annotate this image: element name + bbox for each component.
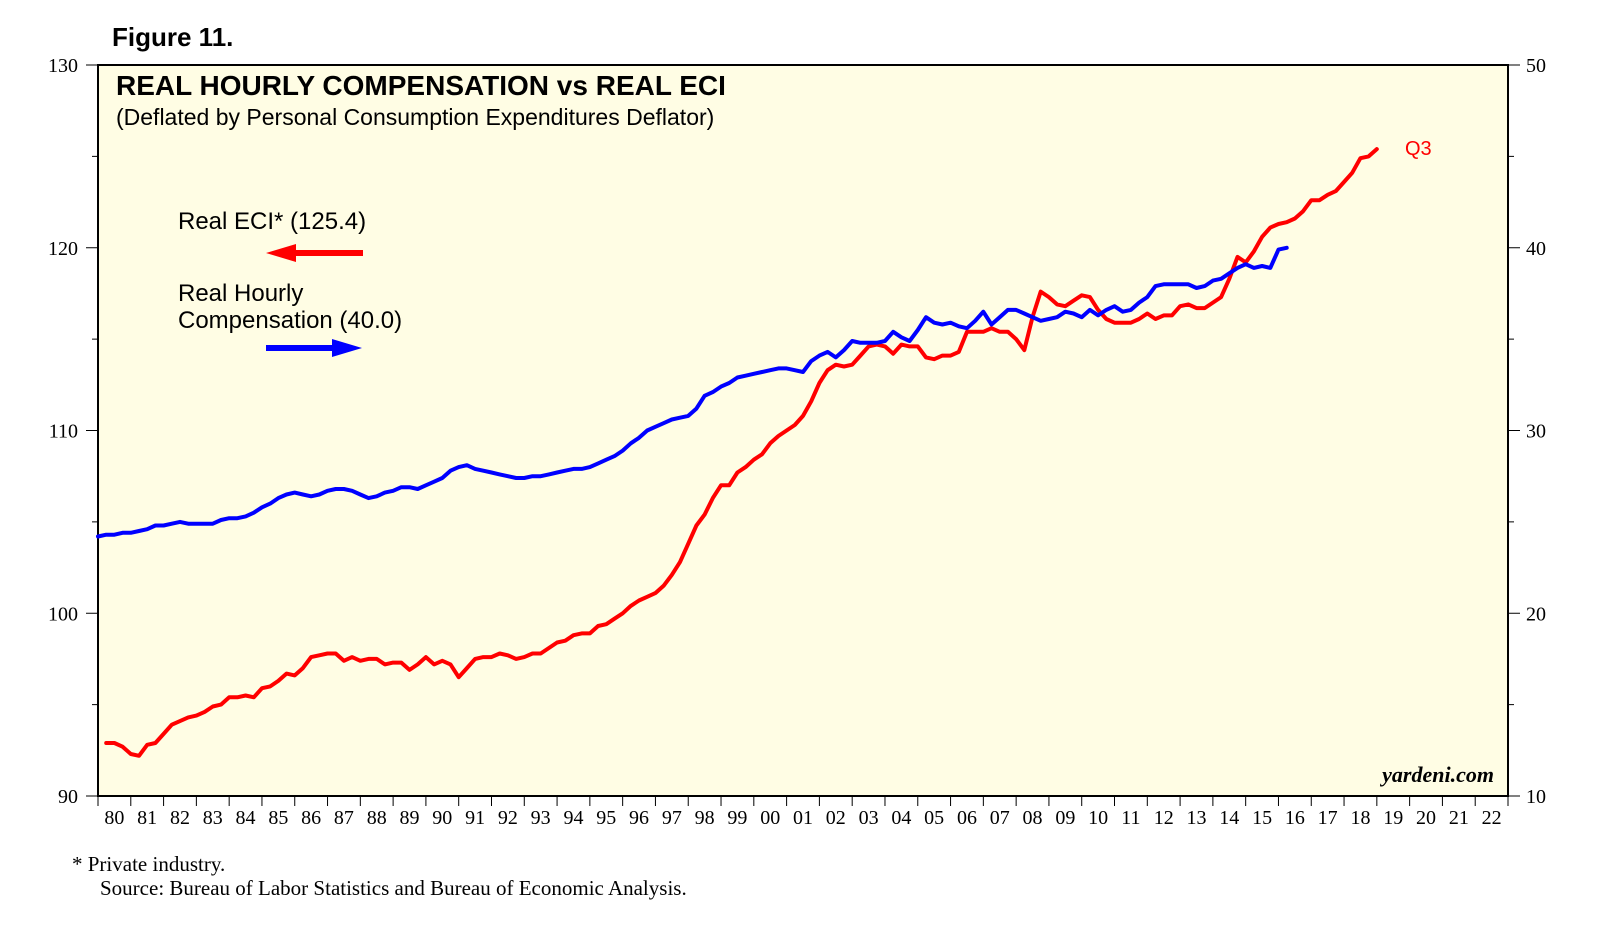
x-axis-tick-label: 14 xyxy=(1219,807,1239,829)
plot-area xyxy=(97,64,1509,797)
x-axis-tick-label: 10 xyxy=(1088,807,1108,829)
x-axis-tick-label: 16 xyxy=(1285,807,1305,829)
legend-comp-arrow xyxy=(266,339,362,357)
x-axis-tick-label: 88 xyxy=(367,807,387,829)
figure-label: Figure 11. xyxy=(112,22,233,52)
x-axis-tick-label: 17 xyxy=(1318,807,1338,829)
x-axis-tick-label: 03 xyxy=(859,807,879,829)
right-axis-tick-label: 10 xyxy=(1526,786,1546,808)
x-axis-tick-label: 22 xyxy=(1482,807,1502,829)
x-axis-tick-label: 01 xyxy=(793,807,813,829)
x-axis-tick-label: 07 xyxy=(990,807,1010,829)
left-axis: 90 100 110 120 130 xyxy=(48,55,98,808)
footnote: * Private industry. xyxy=(72,852,225,876)
x-axis-tick-label: 92 xyxy=(498,807,518,829)
x-axis-tick-label: 05 xyxy=(924,807,944,829)
chart-title: REAL HOURLY COMPENSATION vs REAL ECI xyxy=(116,70,726,101)
x-axis-tick-label: 08 xyxy=(1023,807,1043,829)
x-axis-tick-label: 98 xyxy=(695,807,715,829)
left-axis-tick-label: 100 xyxy=(48,603,78,625)
right-axis-tick-label: 50 xyxy=(1526,55,1546,77)
q3-annotation: Q3 xyxy=(1405,138,1432,160)
watermark: yardeni.com xyxy=(1379,762,1494,787)
x-axis-tick-label: 12 xyxy=(1154,807,1174,829)
source-note: Source: Bureau of Labor Statistics and B… xyxy=(100,876,687,900)
x-axis-tick-label: 15 xyxy=(1252,807,1272,829)
right-axis-tick-label: 40 xyxy=(1526,238,1546,260)
left-axis-tick-label: 130 xyxy=(48,55,78,77)
legend-comp-label-line2: Compensation (40.0) xyxy=(178,307,402,334)
x-axis-tick-label: 82 xyxy=(170,807,190,829)
left-axis-tick-label: 110 xyxy=(49,421,78,443)
x-axis-tick-label: 85 xyxy=(268,807,288,829)
x-axis-tick-label: 11 xyxy=(1121,807,1140,829)
x-axis-tick-label: 02 xyxy=(826,807,846,829)
x-axis-tick-label: 81 xyxy=(137,807,157,829)
x-axis-tick-label: 91 xyxy=(465,807,485,829)
x-axis-tick-label: 93 xyxy=(531,807,551,829)
right-axis: 10 20 30 40 50 xyxy=(1508,55,1546,808)
x-axis-tick-label: 21 xyxy=(1449,807,1469,829)
x-axis-tick-label: 09 xyxy=(1055,807,1075,829)
left-axis-tick-label: 90 xyxy=(58,786,78,808)
x-axis-tick-label: 20 xyxy=(1416,807,1436,829)
x-axis-tick-label: 04 xyxy=(891,807,911,829)
x-axis-tick-label: 95 xyxy=(596,807,616,829)
legend-comp-label-line1: Real Hourly xyxy=(178,280,303,307)
x-axis-tick-label: 83 xyxy=(203,807,223,829)
left-axis-tick-label: 120 xyxy=(48,238,78,260)
x-axis-tick-label: 18 xyxy=(1350,807,1370,829)
legend-eci-label: Real ECI* (125.4) xyxy=(178,208,366,235)
x-axis-tick-label: 00 xyxy=(760,807,780,829)
x-axis-tick-label: 06 xyxy=(957,807,977,829)
x-axis-tick-label: 89 xyxy=(400,807,420,829)
chart-subtitle: (Deflated by Personal Consumption Expend… xyxy=(116,104,714,130)
x-axis-tick-label: 97 xyxy=(662,807,682,829)
x-axis-tick-label: 87 xyxy=(334,807,354,829)
x-axis-tick-label: 80 xyxy=(104,807,124,829)
right-axis-tick-label: 30 xyxy=(1526,421,1546,443)
x-axis-tick-label: 86 xyxy=(301,807,321,829)
legend-eci-arrow xyxy=(266,244,363,262)
x-axis-tick-label: 13 xyxy=(1186,807,1206,829)
x-axis-tick-label: 19 xyxy=(1383,807,1403,829)
x-axis-tick-label: 96 xyxy=(629,807,649,829)
x-axis-tick-label: 84 xyxy=(236,807,256,829)
x-axis-tick-label: 99 xyxy=(727,807,747,829)
right-axis-tick-label: 20 xyxy=(1526,603,1546,625)
series-real-eci-line xyxy=(104,147,1379,758)
x-axis-tick-label: 90 xyxy=(432,807,452,829)
series-real-hourly-compensation-line xyxy=(96,245,1289,539)
x-axis: 80 81 82 83 84 85 86 87 88 89 90 91 92 93 94 95 96 97 98 99… xyxy=(97,796,1509,829)
x-axis-tick-label: 94 xyxy=(563,807,583,829)
